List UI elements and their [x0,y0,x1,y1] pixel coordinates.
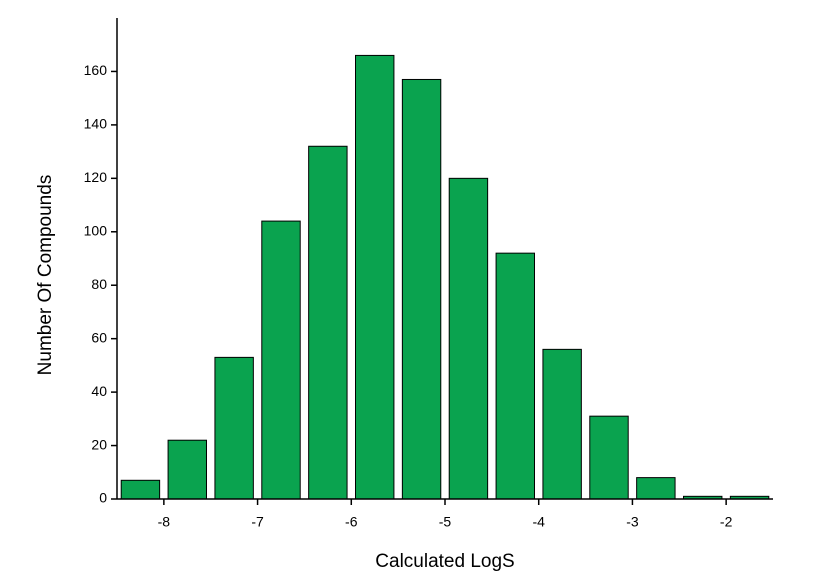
y-tick-label: 20 [91,436,107,452]
bar [636,477,676,500]
bar [401,78,442,500]
x-tick-label: -2 [720,514,733,530]
x-tick-label: -7 [251,514,264,530]
bar [495,252,535,500]
bar [448,177,489,500]
y-tick-label: 140 [84,116,108,132]
y-tick-label: 120 [84,169,108,185]
y-tick-label: 40 [91,383,107,399]
bar [167,439,207,500]
bar [261,220,301,500]
x-axis-label: Calculated LogS [375,551,514,572]
x-tick-label: -8 [158,514,171,530]
y-tick-label: 80 [91,276,107,292]
y-tick-label: 160 [84,62,108,78]
y-tick-label: 100 [84,222,108,238]
bar [214,356,254,500]
x-tick-label: -6 [345,514,358,530]
bar [355,54,395,500]
x-tick-label: -4 [532,514,545,530]
x-tick-label: -5 [439,514,452,530]
bar [589,415,629,500]
y-tick-label: 60 [91,329,107,345]
bar [308,145,348,500]
x-tick-label: -3 [626,514,639,530]
y-axis-label: Number Of Compounds [35,175,56,376]
bar [120,479,161,500]
bar [542,348,582,500]
y-tick-label: 0 [99,490,107,506]
